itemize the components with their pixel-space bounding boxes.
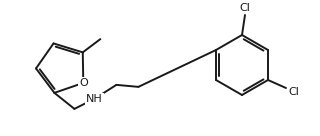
Text: O: O: [79, 78, 88, 88]
Text: Cl: Cl: [289, 87, 300, 97]
Text: Cl: Cl: [240, 3, 251, 13]
Text: NH: NH: [86, 94, 103, 104]
